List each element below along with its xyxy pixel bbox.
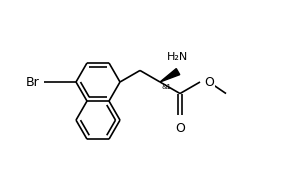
Text: O: O — [175, 123, 185, 135]
Text: Br: Br — [26, 76, 40, 89]
Text: O: O — [204, 76, 214, 89]
Polygon shape — [160, 69, 180, 82]
Text: H₂N: H₂N — [166, 52, 188, 62]
Text: &1: &1 — [161, 84, 171, 90]
